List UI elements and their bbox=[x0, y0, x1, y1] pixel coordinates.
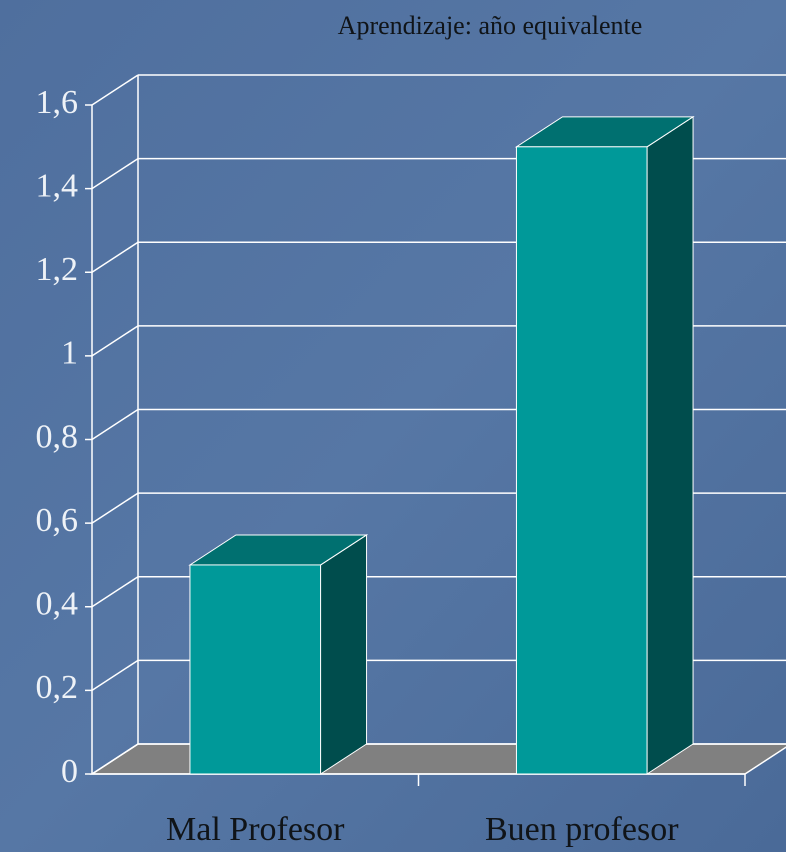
bar bbox=[189, 564, 322, 775]
y-tick-label: 1,6 bbox=[36, 84, 79, 121]
bar bbox=[515, 146, 648, 775]
y-tick-label: 0 bbox=[61, 753, 78, 790]
grid-line-side bbox=[91, 576, 139, 608]
y-tick-label: 0,2 bbox=[36, 669, 79, 706]
grid-line-side bbox=[91, 157, 139, 190]
y-tick-label: 0,4 bbox=[36, 586, 79, 623]
y-tick-label: 1,2 bbox=[36, 251, 79, 288]
x-tick-label: Buen profesor bbox=[485, 811, 679, 848]
bar-side bbox=[320, 534, 368, 775]
y-tick-label: 1 bbox=[61, 335, 78, 372]
grid-line-side bbox=[91, 74, 139, 106]
grid-line-side bbox=[91, 408, 139, 441]
grid-line-side bbox=[91, 743, 139, 775]
y-tick-label: 0,6 bbox=[36, 502, 79, 539]
grid-line-side bbox=[91, 659, 139, 692]
x-tick-label: Mal Profesor bbox=[166, 811, 345, 848]
y-tick-label: 1,4 bbox=[36, 167, 79, 204]
grid-line-side bbox=[91, 241, 139, 273]
y-tick-label: 0,8 bbox=[36, 418, 79, 455]
chart-title: Aprendizaje: año equivalente bbox=[338, 11, 643, 40]
bar-side bbox=[646, 115, 694, 775]
grid-line-side bbox=[91, 492, 139, 524]
grid-line-side bbox=[91, 325, 139, 357]
